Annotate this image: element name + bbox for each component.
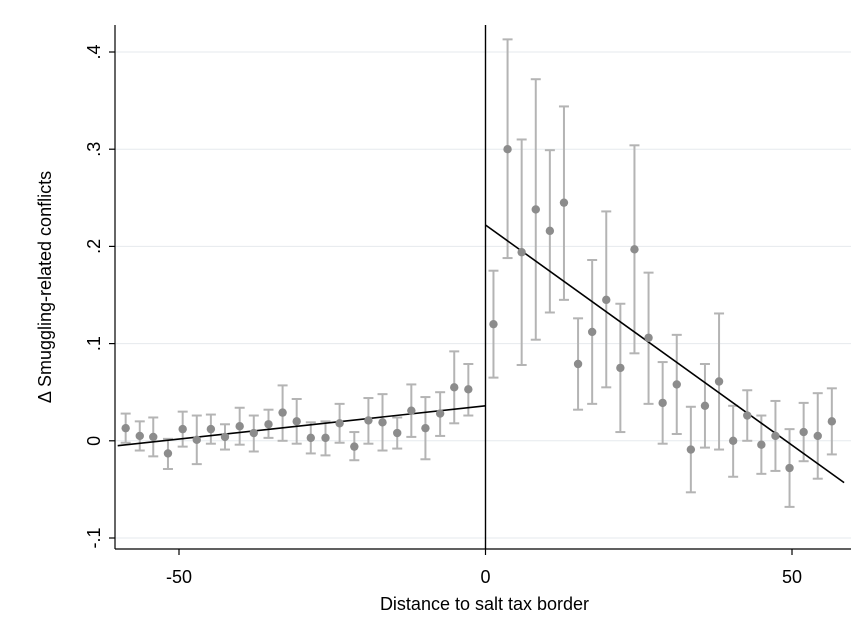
data-point-8: [235, 422, 244, 431]
data-point-47: [799, 427, 808, 437]
fit-line-0: [117, 405, 486, 447]
data-point-19: [393, 428, 402, 438]
data-point-0: [121, 423, 130, 433]
y-tick-label-2: .1: [84, 336, 104, 351]
data-point-35: [630, 245, 639, 254]
data-point-18: [378, 418, 387, 427]
data-point-6: [206, 424, 216, 434]
data-point-28: [531, 205, 540, 214]
data-point-23: [450, 383, 459, 392]
data-point-26: [503, 145, 512, 154]
data-point-16: [350, 442, 359, 451]
fit-line-1: [485, 224, 845, 484]
data-point-13: [306, 433, 315, 443]
data-point-37: [658, 398, 667, 408]
y-tick-label-1: 0: [84, 436, 104, 446]
data-point-10: [264, 420, 273, 429]
data-point-30: [559, 198, 569, 207]
data-point-2: [149, 432, 158, 442]
data-point-31: [573, 359, 583, 369]
y-tick-label-0: -.1: [84, 527, 104, 548]
y-tick-label-4: .3: [84, 142, 104, 157]
data-point-17: [364, 416, 373, 425]
data-point-39: [686, 445, 696, 454]
x-axis-title: Distance to salt tax border: [380, 594, 589, 614]
y-tick-label-5: .4: [84, 44, 104, 59]
data-point-44: [757, 440, 766, 449]
data-point-40: [700, 401, 710, 411]
x-tick-label-1: 0: [480, 567, 490, 587]
data-point-29: [545, 226, 555, 236]
data-point-11: [278, 408, 287, 417]
data-point-3: [163, 449, 173, 458]
data-point-33: [602, 295, 611, 305]
data-point-1: [135, 431, 144, 441]
data-points: [121, 145, 837, 473]
fit-lines: [117, 224, 845, 484]
data-point-46: [785, 463, 794, 473]
y-ticks: -.1 0 .1 .2 .3 .4: [84, 44, 115, 549]
x-ticks: -50 0 50: [166, 549, 802, 587]
data-point-48: [813, 431, 822, 441]
axes: [114, 25, 851, 550]
data-point-14: [321, 433, 330, 443]
x-tick-label-2: 50: [782, 567, 802, 587]
data-point-42: [728, 436, 738, 445]
data-point-22: [435, 409, 445, 418]
data-point-41: [714, 377, 724, 386]
x-tick-label-0: -50: [166, 567, 192, 587]
data-point-7: [220, 432, 230, 442]
data-point-36: [644, 333, 653, 342]
data-point-12: [292, 417, 301, 426]
data-point-25: [489, 319, 498, 329]
data-point-45: [771, 431, 780, 441]
data-point-9: [249, 428, 258, 438]
data-point-49: [827, 417, 837, 426]
data-point-38: [672, 380, 681, 389]
data-point-34: [616, 363, 625, 373]
y-tick-label-3: .2: [84, 239, 104, 254]
data-point-5: [192, 435, 201, 445]
data-point-15: [335, 419, 344, 428]
data-point-21: [421, 423, 430, 433]
data-point-20: [407, 406, 416, 415]
y-axis-title: Δ Smuggling-related conflicts: [35, 171, 55, 403]
gridlines: [115, 51, 851, 539]
data-point-24: [464, 385, 473, 394]
data-point-27: [517, 248, 526, 257]
data-point-4: [178, 424, 187, 434]
data-point-32: [587, 327, 597, 337]
data-point-43: [743, 411, 752, 420]
